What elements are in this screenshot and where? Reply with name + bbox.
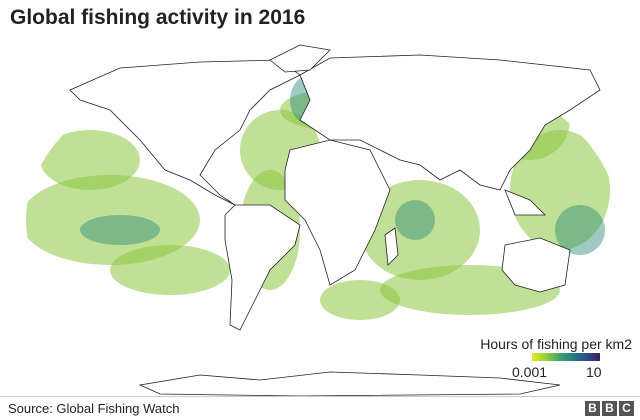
logo-letter: B xyxy=(602,401,617,416)
legend-min-label: 0.001 xyxy=(512,364,548,380)
legend-title: Hours of fishing per km2 xyxy=(480,336,632,352)
legend-scale xyxy=(532,353,600,361)
map-title: Global fishing activity in 2016 xyxy=(10,6,306,29)
logo: B B C xyxy=(585,401,634,416)
logo-letter: B xyxy=(585,401,600,416)
land xyxy=(69,44,601,397)
map xyxy=(26,44,610,397)
logo-letter: C xyxy=(619,401,634,416)
footer-rule xyxy=(0,396,640,397)
legend-max-label: 10 xyxy=(586,364,602,380)
source: Source: Global Fishing Watch xyxy=(8,401,180,416)
